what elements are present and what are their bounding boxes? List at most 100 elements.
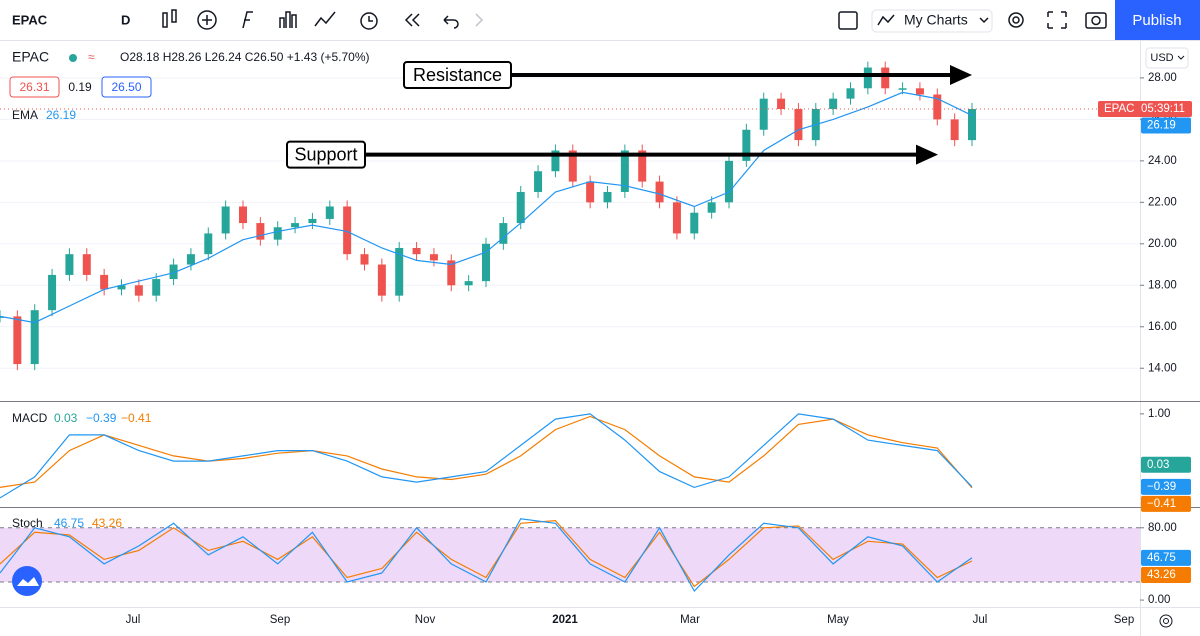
ema-line [0, 91, 973, 324]
y-tick-label: 80.00 [1148, 522, 1177, 534]
my-charts-icon [877, 14, 895, 26]
macd-label: MACD [12, 411, 48, 425]
candle-body [464, 281, 473, 286]
x-tick-label: Jul [126, 614, 141, 626]
candle-body [239, 206, 247, 224]
currency[interactable]: USD [1150, 52, 1173, 64]
settings-icon[interactable] [1159, 614, 1173, 628]
macd-hist-tag: 0.03 [1147, 459, 1169, 471]
my-charts-button[interactable] [871, 9, 993, 33]
resistance-box [403, 61, 512, 90]
macd-signal-line [0, 415, 973, 489]
candle-body [707, 202, 716, 213]
bid-box[interactable] [9, 76, 60, 98]
y-tick-label: 1.00 [1148, 408, 1170, 420]
stoch-d-line [0, 519, 973, 588]
candle-body [30, 310, 39, 365]
tv-logo-mark [17, 577, 39, 586]
macd-hist-legend: 0.03 [54, 411, 78, 425]
candle-body [13, 316, 22, 365]
candle-body [568, 150, 577, 182]
candle-body [863, 67, 872, 89]
macd-line-tag: −0.39 [1147, 481, 1176, 493]
candle-body [777, 98, 786, 110]
y-tick-label: 0.00 [1148, 594, 1170, 606]
candle-body [377, 264, 386, 296]
bid[interactable]: 26.31 [19, 80, 49, 94]
plot [0, 61, 1140, 593]
redo-icon[interactable] [475, 13, 484, 27]
candle-body [534, 171, 543, 192]
candle-body [395, 247, 404, 296]
my-charts-label[interactable]: My Charts [904, 12, 968, 28]
y-tick-label: 18.00 [1148, 279, 1177, 291]
stoch-k-legend: 46.75 [54, 516, 84, 530]
interval-button[interactable]: D [121, 12, 130, 27]
candle-body [672, 202, 681, 234]
ema-tag: 26.19 [1147, 119, 1176, 131]
y-tick-label: 14.00 [1148, 362, 1177, 374]
publish-button[interactable] [1115, 0, 1200, 40]
stoch-k-tag: 46.75 [1147, 552, 1176, 564]
toolbar-icons[interactable] [162, 9, 1107, 30]
resistance-label: Resistance [413, 65, 502, 85]
tv-logo[interactable] [12, 566, 42, 596]
candle-body [412, 247, 421, 255]
currency-button[interactable] [1145, 47, 1189, 69]
candle-body [256, 223, 265, 240]
x-tick-label: Nov [415, 614, 436, 626]
stoch-band [0, 527, 1140, 582]
support-arrowhead [916, 144, 938, 165]
candle-body [100, 274, 109, 290]
candle-body [48, 274, 57, 311]
macd-line [0, 413, 973, 499]
candle-body [742, 129, 751, 161]
candle-body [516, 191, 525, 224]
candle-body [204, 233, 213, 255]
stoch-k-tag-box [1141, 549, 1191, 566]
legend-symbol: EPAC [12, 49, 49, 65]
ema-label: EMA [12, 108, 38, 122]
x-tick-label: Jul [973, 614, 988, 626]
publish-label[interactable]: Publish [1132, 12, 1181, 29]
legend-ohlc: O28.18 H28.26 L26.24 C26.50 +1.43 (+5.70… [120, 50, 370, 64]
candle-body [638, 150, 647, 182]
status-dot [69, 54, 77, 62]
macd-signal-legend: −0.41 [121, 411, 152, 425]
candle-body [881, 67, 890, 89]
candle-body [950, 119, 959, 141]
candle-body [794, 109, 803, 141]
candle-body [620, 150, 629, 192]
x-tick-label: 2021 [552, 614, 578, 626]
candle-body [325, 206, 334, 219]
candle-body [152, 279, 161, 296]
support-label: Support [294, 144, 357, 164]
ema-tag-box [1141, 117, 1191, 134]
stoch-label: Stoch [12, 516, 43, 530]
candle-body [482, 243, 490, 282]
candle-body [447, 260, 456, 286]
candle-body [308, 218, 317, 224]
candle-body [690, 212, 699, 234]
macd-hist-tag-box [1141, 456, 1191, 473]
price-tag-box [1098, 101, 1192, 118]
dropdown-arrow [979, 17, 989, 24]
candle-body [933, 94, 942, 120]
stoch-d-tag: 43.26 [1147, 569, 1176, 581]
x-tick-label: May [827, 614, 849, 626]
ema-value: 26.19 [46, 108, 76, 122]
ask-box[interactable] [101, 76, 152, 98]
price-tag: EPAC [1104, 103, 1134, 115]
symbol-button[interactable]: EPAC [12, 12, 48, 27]
candle-body [134, 285, 143, 296]
stoch-k-line [0, 518, 973, 593]
candle-body [273, 227, 282, 240]
ask[interactable]: 26.50 [111, 80, 141, 94]
candle-body [360, 254, 369, 265]
candle-body [499, 223, 508, 244]
candle-body [65, 254, 74, 275]
candle-body [759, 98, 768, 130]
currency-arrow [1177, 55, 1185, 60]
candle-body [586, 181, 595, 203]
y-tick-label: 16.00 [1148, 321, 1177, 333]
